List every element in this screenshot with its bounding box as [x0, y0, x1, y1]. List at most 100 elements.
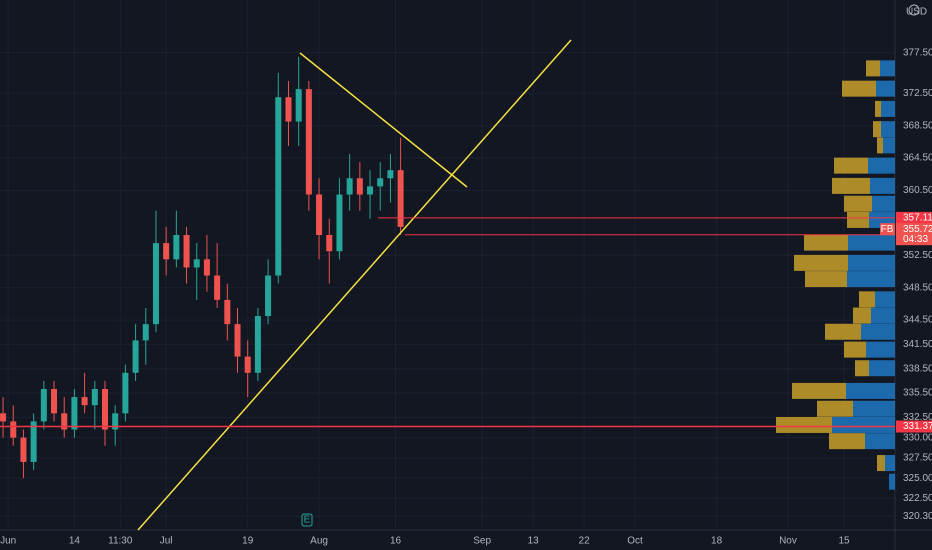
- candle-body: [377, 178, 384, 187]
- volume-profile-bar: [889, 473, 895, 490]
- x-tick-label: Aug: [310, 536, 328, 547]
- volume-profile-bar: [832, 416, 895, 433]
- volume-profile-bar: [829, 433, 865, 450]
- x-tick-label: 18: [711, 536, 723, 547]
- candle-body: [203, 259, 210, 276]
- candle-body: [254, 316, 261, 373]
- volume-profile-bar: [776, 416, 832, 433]
- volume-profile-bar: [834, 157, 868, 174]
- x-tick-label: Jul: [160, 536, 173, 547]
- x-tick-label: 22: [579, 536, 591, 547]
- volume-profile-bar: [848, 254, 895, 271]
- candle-body: [81, 397, 88, 406]
- x-tick-label: 16: [390, 536, 402, 547]
- candle-body: [346, 178, 353, 195]
- volume-profile-bar: [844, 341, 866, 358]
- y-tick-label: 344.50: [903, 315, 932, 326]
- x-tick-label: 11:30: [108, 536, 133, 547]
- volume-profile-bar: [853, 307, 871, 324]
- volume-profile-bar: [847, 271, 895, 288]
- symbol-box: [880, 223, 895, 236]
- y-tick-label: 341.50: [903, 339, 932, 350]
- candle-body: [397, 170, 404, 227]
- volume-profile-bar: [880, 60, 895, 77]
- candle-body: [336, 194, 343, 252]
- volume-profile-bar: [846, 382, 895, 399]
- candle-body: [61, 413, 68, 430]
- x-tick-label: 14: [69, 536, 81, 547]
- y-tick-label: 364.50: [903, 153, 932, 164]
- volume-profile-bar: [861, 323, 895, 340]
- volume-profile-bar: [871, 307, 895, 324]
- candle-body: [173, 235, 180, 260]
- y-tick-label: 330.00: [903, 432, 932, 443]
- candle-body: [234, 324, 241, 357]
- volume-profile-bar: [872, 195, 895, 212]
- candle-body: [224, 299, 231, 325]
- candle-body: [275, 97, 282, 276]
- y-tick-label: 377.50: [903, 47, 932, 58]
- candle-body: [20, 437, 27, 462]
- last-price-box: [896, 223, 932, 246]
- volume-profile-bar: [883, 137, 895, 154]
- currency-icon[interactable]: [908, 4, 920, 16]
- candle-body: [265, 275, 272, 317]
- volume-profile-bar: [873, 121, 881, 138]
- volume-profile-bar: [804, 234, 848, 251]
- candle-body: [367, 186, 374, 195]
- candle-body: [285, 97, 292, 122]
- last-price-label: 355.72: [903, 224, 932, 235]
- candle-body: [101, 388, 108, 430]
- y-tick-label: 372.50: [903, 88, 932, 99]
- volume-profile-bar: [881, 100, 895, 117]
- candle-body: [183, 235, 190, 268]
- plot-area: [0, 0, 895, 530]
- x-tick-label: Oct: [627, 536, 643, 547]
- y-tick-label: 327.50: [903, 453, 932, 464]
- candle-body: [51, 388, 58, 414]
- candle-body: [0, 413, 7, 422]
- x-tick-label: Sep: [473, 536, 491, 547]
- candle-body: [316, 194, 323, 236]
- volume-profile-bar: [868, 157, 895, 174]
- y-tick-label: 352.50: [903, 250, 932, 261]
- price-label-box: [896, 211, 932, 224]
- volume-profile-bar: [792, 382, 846, 399]
- currency-label: USD: [906, 7, 927, 18]
- candle-body: [305, 89, 312, 195]
- price-label: 357.11: [903, 213, 932, 224]
- y-tick-label: 325.00: [903, 473, 932, 484]
- candle-body: [295, 89, 302, 122]
- x-tick-label: Nov: [779, 536, 797, 547]
- volume-profile-bar: [870, 177, 895, 194]
- volume-profile-bar: [866, 60, 880, 77]
- x-tick-label: 19: [242, 536, 254, 547]
- symbol-label: FB: [881, 224, 894, 235]
- candle-body: [40, 388, 47, 422]
- y-tick-label: 320.30: [903, 511, 932, 522]
- y-tick-label: 322.50: [903, 493, 932, 504]
- volume-profile-bar: [832, 177, 870, 194]
- volume-profile-bar: [866, 341, 895, 358]
- candle-body: [244, 356, 251, 373]
- volume-profile-bar: [877, 455, 885, 472]
- candle-body: [142, 324, 149, 341]
- volume-profile-bar: [877, 137, 883, 154]
- volume-profile-bar: [842, 80, 876, 97]
- price-label: 331.37: [903, 421, 932, 432]
- x-tick-label: 15: [838, 536, 850, 547]
- volume-profile-bar: [885, 455, 895, 472]
- candle-body: [326, 235, 333, 252]
- x-tick-label: Jun: [0, 536, 16, 547]
- volume-profile-bar: [869, 360, 895, 377]
- volume-profile-bar: [817, 400, 853, 417]
- candle-body: [132, 340, 139, 373]
- earnings-icon[interactable]: [301, 513, 313, 527]
- trend-line: [137, 39, 572, 531]
- price-label-box: [896, 420, 932, 433]
- candle-body: [91, 388, 98, 406]
- volume-profile-bar: [855, 360, 869, 377]
- candle-body: [152, 243, 159, 325]
